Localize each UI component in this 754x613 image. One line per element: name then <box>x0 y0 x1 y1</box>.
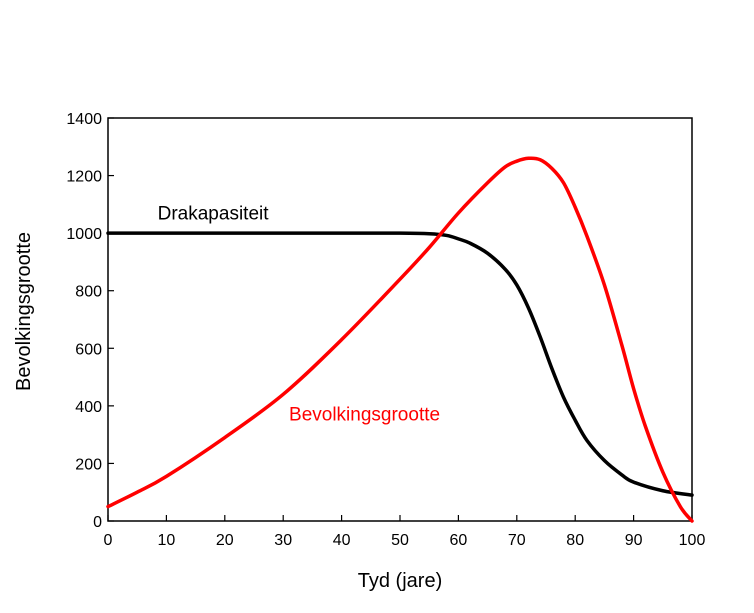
series-layer <box>106 156 694 523</box>
y-tick-label: 1200 <box>66 169 102 186</box>
x-tick-label: 40 <box>333 532 351 549</box>
x-axis-title: Tyd (jare) <box>358 570 442 592</box>
x-tick-label: 60 <box>450 532 468 549</box>
y-tick-label: 400 <box>75 399 102 416</box>
y-tick-label: 800 <box>75 284 102 301</box>
y-tick-label: 200 <box>75 456 102 473</box>
x-tick-label: 0 <box>104 532 113 549</box>
x-tick-label: 10 <box>158 532 176 549</box>
series-label-bevolkingsgrootte: Bevolkingsgrootte <box>289 404 440 425</box>
x-tick-label: 100 <box>679 532 706 549</box>
axes-layer: 0 10 20 30 40 50 60 70 80 90 100020040060080010001… <box>66 111 705 549</box>
y-tick-label: 1000 <box>66 226 102 243</box>
x-tick-label: 90 <box>625 532 643 549</box>
y-axis-title: Bevolkingsgrootte <box>13 232 35 391</box>
labels-layer: Tyd (jare) Bevolkingsgrootte Drakapasite… <box>13 203 442 592</box>
y-tick-label: 1400 <box>66 111 102 128</box>
y-tick-label: 600 <box>75 341 102 358</box>
y-tick-label: 0 <box>93 514 102 531</box>
x-tick-label: 30 <box>274 532 292 549</box>
x-tick-label: 50 <box>391 532 409 549</box>
x-tick-label: 80 <box>566 532 584 549</box>
x-tick-label: 20 <box>216 532 234 549</box>
series-line-bevolkingsgrootte <box>106 156 694 523</box>
series-line-drakapasiteit <box>106 231 694 497</box>
x-tick-label: 70 <box>508 532 526 549</box>
series-label-drakapasiteit: Drakapasiteit <box>158 203 270 224</box>
